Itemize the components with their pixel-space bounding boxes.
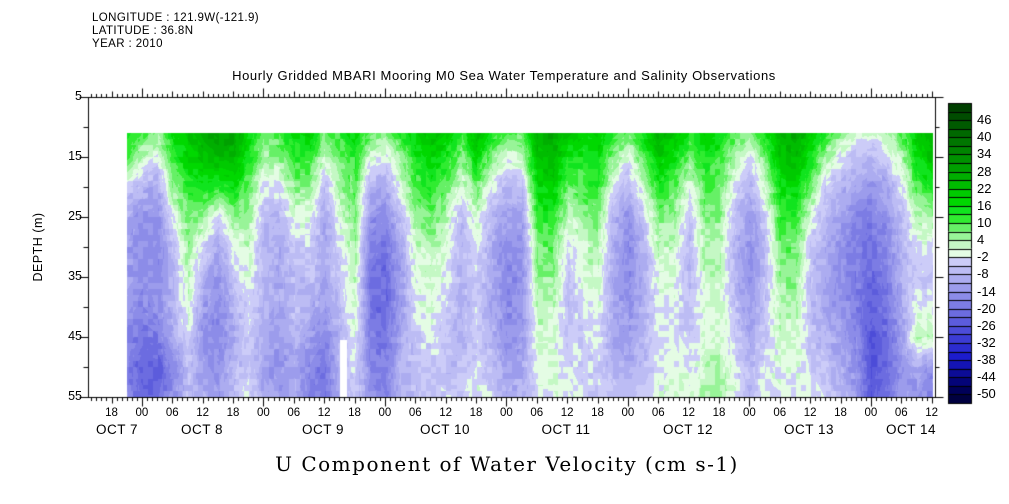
colorbar-tick-label: -26 <box>977 317 996 333</box>
x-date-label: OCT 11 <box>541 422 591 437</box>
x-hour-tick-label: 18 <box>226 407 240 419</box>
x-hour-tick-label: 06 <box>773 407 787 419</box>
x-date-label: OCT 8 <box>180 422 223 437</box>
x-hour-tick-label: 18 <box>834 407 847 419</box>
x-hour-tick-label: 00 <box>621 407 635 419</box>
colorbar-tick-label: 10 <box>977 215 992 230</box>
x-hour-tick-label: 12 <box>196 407 210 419</box>
y-tick-label: 35 <box>68 269 82 283</box>
x-hour-tick-label: 06 <box>530 407 544 419</box>
colorbar-tick-label: -8 <box>977 266 989 282</box>
x-date-label: OCT 7 <box>95 422 138 437</box>
header-longitude: LONGITUDE : 121.9W(-121.9) <box>92 12 259 24</box>
x-hour-tick-label: 12 <box>803 407 817 419</box>
y-axis-label: DEPTH (m) <box>31 212 45 282</box>
x-hour-tick-label: 12 <box>439 407 453 419</box>
y-tick-label: 55 <box>68 389 82 403</box>
x-hour-tick-label: 18 <box>348 407 361 419</box>
x-hour-tick-label: 18 <box>105 407 118 419</box>
x-hour-tick-label: 00 <box>135 407 149 419</box>
x-hour-tick-label: 06 <box>408 407 422 419</box>
x-hour-tick-label: 18 <box>712 407 726 419</box>
x-date-label: OCT 10 <box>419 422 471 437</box>
colorbar-tick-label: -38 <box>977 352 996 368</box>
x-hour-tick-label: 06 <box>287 407 301 419</box>
x-hour-tick-label: 18 <box>469 407 483 419</box>
x-hour-tick-label: 00 <box>864 407 878 419</box>
colorbar-tick-label: -32 <box>977 335 996 350</box>
x-hour-tick-label: 12 <box>317 407 331 419</box>
colorbar-tick-label: -2 <box>977 249 989 265</box>
x-hour-tick-label: 12 <box>925 407 939 419</box>
colorbar-tick-label: 4 <box>977 232 985 248</box>
x-hour-tick-label: 00 <box>256 407 270 419</box>
x-hour-tick-label: 06 <box>651 407 665 419</box>
x-date-label: OCT 9 <box>301 422 344 437</box>
x-hour-tick-label: 00 <box>742 407 756 419</box>
x-hour-tick-label: 06 <box>165 407 179 419</box>
x-hour-tick-label: 12 <box>560 407 574 419</box>
colorbar-tick-label: -44 <box>977 369 996 385</box>
x-hour-tick-label: 12 <box>682 407 696 419</box>
x-hour-tick-label: 06 <box>894 407 908 419</box>
x-hour-tick-label: 00 <box>499 407 513 419</box>
y-tick-label: 45 <box>68 329 82 343</box>
x-date-label: OCT 12 <box>662 422 714 437</box>
header-year: YEAR : 2010 <box>92 38 163 50</box>
x-date-label: OCT 14 <box>885 422 937 437</box>
y-tick-label: 25 <box>68 209 82 223</box>
colorbar-tick-label: -50 <box>977 386 996 402</box>
y-tick-label: 5 <box>75 89 82 103</box>
colorbar-tick-label: 40 <box>977 129 992 145</box>
colorbar-tick-label: 28 <box>977 163 992 179</box>
colorbar-tick-label: 46 <box>977 112 992 128</box>
colorbar-tick-label: 16 <box>977 197 992 213</box>
y-tick-label: 15 <box>68 149 82 163</box>
x-hour-tick-label: 18 <box>591 407 604 419</box>
chart-title: Hourly Gridded MBARI Mooring M0 Sea Wate… <box>232 68 776 83</box>
colorbar-tick-label: -14 <box>977 283 996 299</box>
header-latitude: LATITUDE : 36.8N <box>92 25 194 37</box>
colorbar-tick-label: 34 <box>977 146 992 162</box>
x-date-label: OCT 13 <box>783 422 835 437</box>
bottom-axis-title: U Component of Water Velocity (cm s-1) <box>275 452 739 476</box>
x-hour-tick-label: 00 <box>378 407 392 419</box>
colorbar-tick-label: 22 <box>977 180 992 196</box>
colorbar-tick-label: -20 <box>977 300 996 316</box>
